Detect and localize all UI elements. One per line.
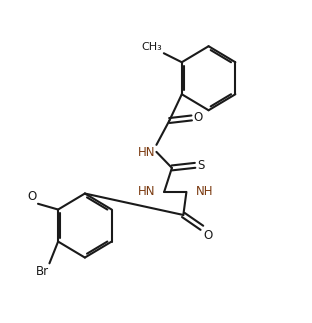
Text: O: O bbox=[203, 229, 212, 242]
Text: S: S bbox=[197, 159, 204, 172]
Text: HN: HN bbox=[137, 185, 155, 198]
Text: O: O bbox=[193, 111, 203, 124]
Text: HN: HN bbox=[138, 146, 156, 159]
Text: Br: Br bbox=[35, 265, 48, 278]
Text: O: O bbox=[27, 190, 37, 203]
Text: NH: NH bbox=[196, 185, 214, 198]
Text: CH₃: CH₃ bbox=[142, 42, 163, 52]
